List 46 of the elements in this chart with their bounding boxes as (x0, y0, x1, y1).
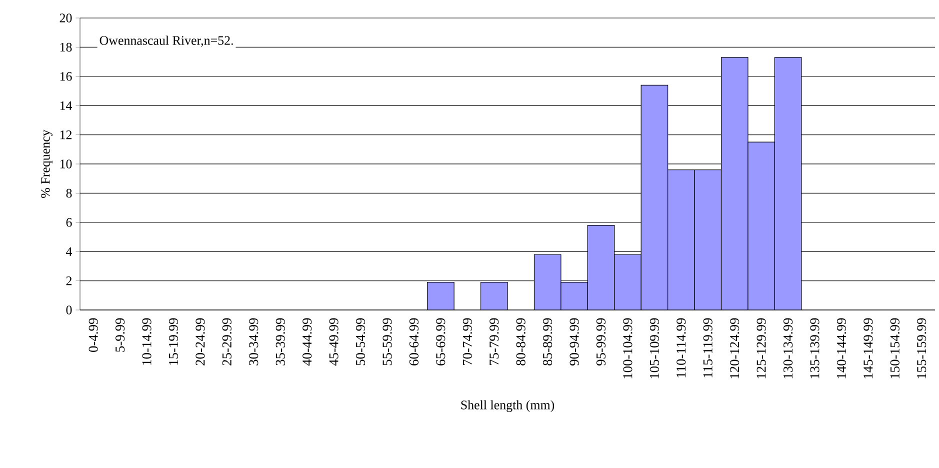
x-tick-label: 70-74.99 (462, 318, 472, 366)
x-tick-label: 55-59.99 (382, 318, 392, 366)
y-tick-label: 18 (60, 42, 72, 52)
x-tick-label: 110-114.99 (676, 318, 686, 378)
x-tick-label: 75-79.99 (490, 318, 499, 366)
x-tick-label: 100-104.99 (623, 318, 632, 378)
y-tick-label: 16 (60, 72, 72, 81)
x-tick-label: 20-24.99 (196, 318, 205, 366)
x-tick-label: 10-14.99 (142, 318, 152, 365)
x-tick-label: 50-54.99 (356, 318, 366, 366)
x-tick-label: 145-149.99 (864, 318, 873, 378)
x-tick-label: 155-159.99 (917, 318, 926, 378)
x-tick-label: 80-84.99 (516, 318, 526, 366)
x-tick-label: 35-39.99 (276, 318, 285, 366)
y-axis-title: % Frequency (41, 130, 52, 198)
y-tick-label: 0 (66, 306, 72, 314)
y-tick-label: 20 (60, 14, 72, 22)
x-tick-label: 130-134.99 (783, 318, 793, 378)
y-tick-label: 12 (60, 130, 72, 140)
x-tick-label: 95-99.99 (596, 318, 606, 366)
y-tick-label: 10 (60, 160, 72, 168)
x-tick-label: 25-29.99 (222, 318, 232, 366)
x-tick-label: 125-129.99 (756, 318, 766, 378)
x-tick-label: 0-4.99 (88, 318, 98, 352)
x-tick-label: 5-9.99 (116, 318, 125, 352)
y-tick-label: 14 (60, 101, 72, 110)
x-tick-label: 15-19.99 (168, 318, 178, 365)
x-tick-label: 120-124.99 (730, 318, 740, 378)
x-tick-label: 115-119.99 (703, 318, 712, 378)
x-tick-label: 85-89.99 (543, 318, 552, 366)
x-tick-label: 135-139.99 (810, 318, 820, 378)
y-tick-label: 2 (66, 276, 72, 286)
x-tick-label: 30-34.99 (249, 318, 258, 366)
x-tick-label: 150-154.99 (890, 318, 900, 378)
x-tick-label: 90-94.99 (570, 318, 579, 366)
x-axis-title: Shell length (mm) (461, 400, 554, 412)
y-tick-label: 4 (66, 247, 72, 256)
y-tick-label: 8 (66, 188, 72, 198)
x-tick-label: 65-69.99 (436, 318, 446, 366)
x-tick-label: 140-144.99 (836, 318, 846, 378)
x-tick-label: 60-64.99 (409, 318, 419, 366)
x-tick-label: 40-44.99 (302, 318, 312, 366)
x-tick-label: 45-49.99 (329, 318, 338, 366)
text: Owennascaul River,n=52. (100, 36, 233, 47)
x-tick-label: 105-109.99 (650, 318, 660, 378)
y-tick-label: 6 (66, 218, 72, 227)
